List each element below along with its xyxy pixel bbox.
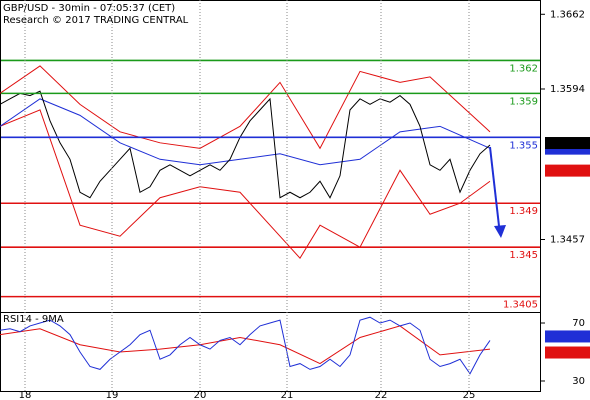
x-tick-label: 18	[19, 390, 32, 400]
plot-frame	[0, 0, 541, 392]
price-line	[0, 65, 491, 150]
rsi-tag-box	[545, 346, 590, 359]
rsi-y-tick-label: 30	[572, 376, 585, 387]
chart-title: GBP/USD - 30min - 07:05:37 (CET)	[3, 3, 175, 14]
price-line	[0, 109, 491, 260]
price-line	[0, 90, 491, 199]
x-tick-label: 19	[106, 390, 119, 400]
x-tick-label: 22	[375, 390, 388, 400]
forecast-arrow	[489, 146, 506, 238]
chart-subtitle: Research © 2017 TRADING CENTRAL	[3, 15, 189, 26]
price-tag-box	[545, 164, 590, 177]
y-tick-label: 1.3662	[550, 9, 585, 20]
price-line	[0, 98, 491, 166]
x-tick-label: 21	[281, 390, 294, 400]
rsi-tag-box	[545, 330, 590, 343]
price-tag-box	[545, 137, 590, 150]
rsi-line	[0, 316, 491, 375]
x-tick-label: 25	[463, 390, 476, 400]
level-label: 1.3405	[503, 300, 538, 311]
level-label: 1.362	[509, 63, 538, 74]
level-label: 1.349	[509, 206, 538, 217]
x-tick-label: 20	[194, 390, 207, 400]
level-label: 1.345	[509, 250, 538, 261]
rsi-y-tick-label: 70	[572, 318, 585, 329]
y-tick-label: 1.3594	[550, 84, 585, 95]
level-label: 1.359	[509, 96, 538, 107]
level-label: 1.355	[509, 140, 538, 151]
y-tick-label: 1.3457	[550, 234, 585, 245]
rsi-title: RSI14 - 9MA	[3, 314, 64, 325]
